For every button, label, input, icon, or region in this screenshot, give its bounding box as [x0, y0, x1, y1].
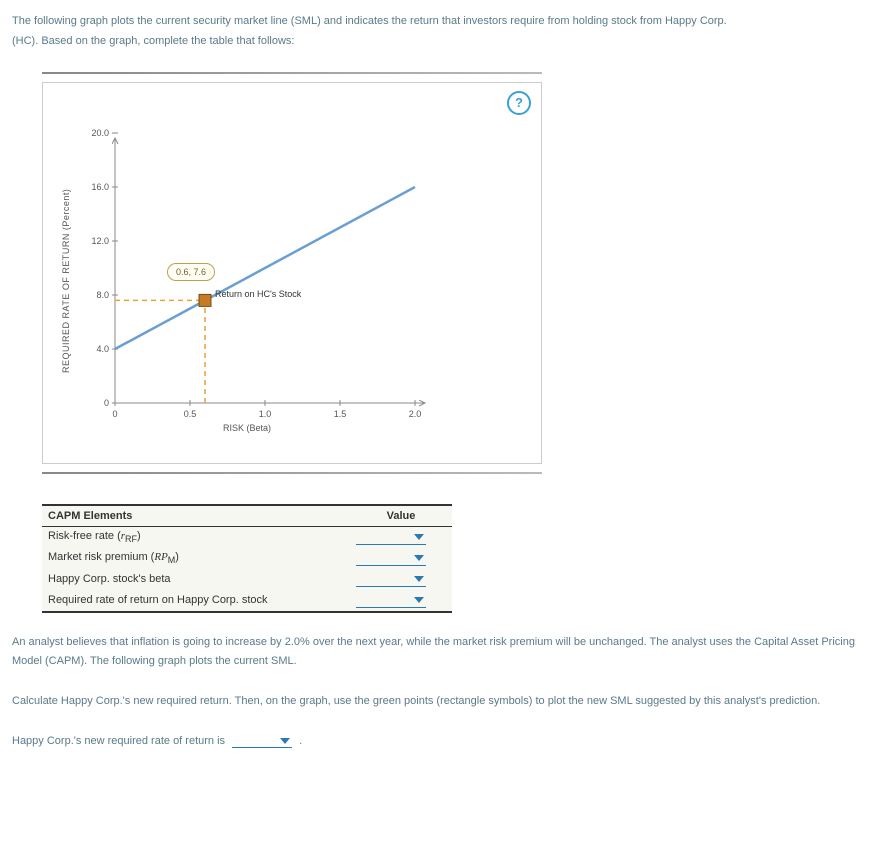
ytick-5: 20.0	[79, 128, 109, 138]
followup-p3-post: .	[299, 735, 302, 747]
row-label-rpm: Market risk premium (RPM)	[42, 548, 350, 569]
followup-p3: Happy Corp.'s new required rate of retur…	[12, 732, 863, 752]
dropdown-new-return[interactable]	[232, 735, 292, 748]
table-row: Required rate of return on Happy Corp. s…	[42, 590, 452, 612]
followup-p1: An analyst believes that inflation is go…	[12, 633, 863, 673]
xtick-1: 0.5	[184, 409, 197, 419]
capm-table-section: CAPM Elements Value Risk-free rate (rRF)…	[42, 504, 452, 613]
dropdown-reqreturn[interactable]	[356, 593, 426, 608]
row-label-beta: Happy Corp. stock's beta	[42, 569, 350, 590]
row-label-rrf: Risk-free rate (rRF)	[42, 526, 350, 548]
table-row: Market risk premium (RPM)	[42, 548, 452, 569]
intro-text: The following graph plots the current se…	[12, 12, 863, 52]
table-row: Happy Corp. stock's beta	[42, 569, 452, 590]
ytick-2: 8.0	[79, 290, 109, 300]
graph-top-rule	[42, 72, 542, 74]
followup-p3-pre: Happy Corp.'s new required rate of retur…	[12, 735, 225, 747]
graph-container: ? REQUIRED RATE OF RETURN (Percent) RISK…	[42, 72, 542, 474]
chart-svg	[115, 133, 445, 403]
point-label: Return on HC's Stock	[215, 289, 301, 299]
followup-p2: Calculate Happy Corp.'s new required ret…	[12, 692, 863, 712]
help-icon[interactable]: ?	[507, 91, 531, 115]
table-row: Risk-free rate (rRF)	[42, 526, 452, 548]
plot-area[interactable]: 0 4.0 8.0 12.0 16.0 20.0 0 0.5 1.0 1.5 2…	[115, 133, 445, 403]
marker-point[interactable]	[199, 294, 211, 306]
point-tooltip: 0.6, 7.6	[167, 263, 215, 281]
th-elements: CAPM Elements	[42, 505, 350, 527]
intro-line2: (HC). Based on the graph, complete the t…	[12, 35, 295, 47]
graph-bottom-rule	[42, 472, 542, 474]
xtick-4: 2.0	[409, 409, 422, 419]
xtick-0: 0	[112, 409, 117, 419]
sml-line	[115, 187, 415, 349]
ytick-3: 12.0	[79, 236, 109, 246]
x-axis-label: RISK (Beta)	[223, 423, 271, 433]
ytick-1: 4.0	[79, 344, 109, 354]
xtick-3: 1.5	[334, 409, 347, 419]
dropdown-rrf[interactable]	[356, 530, 426, 545]
ytick-4: 16.0	[79, 182, 109, 192]
intro-line1: The following graph plots the current se…	[12, 15, 727, 27]
th-value: Value	[350, 505, 452, 527]
dropdown-rpm[interactable]	[356, 551, 426, 566]
graph-box: ? REQUIRED RATE OF RETURN (Percent) RISK…	[42, 82, 542, 464]
row-label-reqreturn: Required rate of return on Happy Corp. s…	[42, 590, 350, 612]
capm-table: CAPM Elements Value Risk-free rate (rRF)…	[42, 504, 452, 613]
xtick-2: 1.0	[259, 409, 272, 419]
ytick-0: 0	[79, 398, 109, 408]
dropdown-beta[interactable]	[356, 572, 426, 587]
y-axis-label: REQUIRED RATE OF RETURN (Percent)	[61, 188, 71, 372]
